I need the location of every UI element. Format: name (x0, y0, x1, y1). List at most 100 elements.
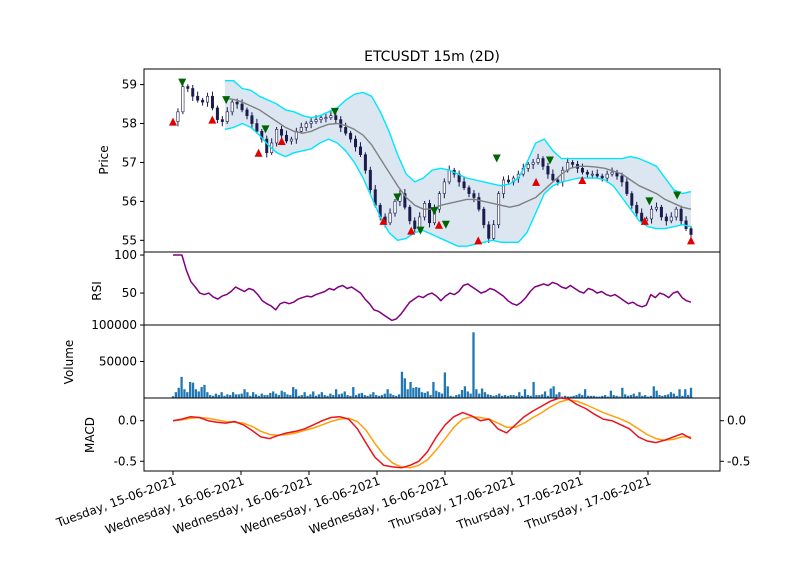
candle-body (255, 123, 259, 132)
volume-bar (406, 389, 409, 398)
candle-body (595, 173, 599, 177)
candle-body (334, 115, 338, 120)
macd-signal-line (172, 398, 691, 469)
volume-bar (317, 394, 321, 398)
buy-signal-marker (254, 148, 263, 157)
volume-bar (541, 394, 544, 398)
volume-bar (598, 396, 601, 398)
volume-bar (483, 392, 487, 398)
volume-bar (240, 393, 243, 398)
candle-body (319, 117, 323, 120)
volume-bar (569, 396, 572, 398)
volume-bar (260, 393, 263, 398)
volume-bar (601, 395, 604, 398)
candle-body (679, 208, 683, 222)
volume-bar (403, 378, 406, 398)
candle-body (571, 162, 575, 165)
volume-bar (678, 389, 681, 398)
volume-bar (263, 395, 266, 398)
candle-body (689, 228, 693, 235)
candle-body (354, 138, 358, 148)
volume-y-tick-label: 50000 (99, 355, 137, 369)
volume-bar (229, 395, 232, 398)
volume-bar (383, 393, 386, 398)
volume-bar (609, 390, 613, 398)
volume-bar (606, 396, 610, 398)
volume-bar (615, 395, 618, 398)
volume-bar (177, 387, 180, 398)
volume-bar (329, 393, 332, 398)
volume-bar (603, 395, 607, 398)
buy-signal-marker (277, 137, 286, 146)
candle-body (206, 95, 210, 103)
candle-body (437, 193, 441, 210)
volume-bar (183, 389, 186, 398)
volume-bar (286, 394, 289, 398)
candle-body (220, 119, 224, 122)
volume-bar (649, 395, 653, 398)
candle-body (309, 121, 313, 124)
volume-bar (629, 395, 633, 398)
volume-bar (555, 394, 558, 398)
volume-bar (581, 395, 584, 398)
volume-bar (626, 395, 630, 398)
candle-body (531, 162, 535, 165)
candle-body (477, 197, 481, 210)
sell-signal-marker (545, 156, 554, 165)
volume-bar (624, 394, 627, 398)
volume-bar (686, 395, 690, 398)
volume-bar (309, 394, 312, 398)
volume-bar (226, 394, 229, 398)
volume-bar (478, 393, 481, 398)
buy-signal-marker (169, 117, 177, 126)
volume-bar (246, 392, 249, 398)
rsi-line (173, 254, 692, 322)
volume-bar (543, 391, 547, 398)
candle-body (181, 86, 185, 113)
volume-bar (538, 395, 541, 398)
candle-body (275, 129, 279, 144)
candle-body (215, 107, 219, 120)
volume-bar (589, 395, 592, 398)
candle-body (225, 111, 229, 122)
volume-bar (469, 393, 472, 398)
volume-bar (652, 386, 655, 398)
volume-bar (526, 395, 530, 398)
macd-y-right-tick-label: 0.0 (727, 414, 746, 428)
volume-bar (500, 395, 504, 398)
buy-signal-marker (407, 226, 416, 235)
candle-body (260, 130, 264, 140)
volume-bar (334, 389, 338, 398)
price-y-tick-label: 59 (122, 78, 137, 92)
volume-bar (561, 396, 564, 398)
volume-bar (251, 392, 255, 398)
candle-body (324, 117, 328, 119)
volume-bar (292, 387, 295, 398)
volume-bar (475, 389, 478, 398)
volume-bar (283, 392, 286, 398)
candle-body (551, 173, 555, 181)
candle-body (674, 208, 678, 218)
candle-body (502, 179, 506, 194)
volume-bar (314, 395, 318, 398)
volume-bar (426, 391, 429, 398)
volume-bar (664, 395, 667, 398)
volume-bar (352, 387, 355, 398)
macd-axis-label: MACD (83, 417, 97, 453)
sell-signal-marker (492, 154, 501, 163)
candle-body (413, 220, 417, 229)
volume-bar (443, 372, 447, 398)
volume-panel: Volume 50000 100000 (62, 318, 721, 399)
buy-signal-marker (474, 236, 483, 245)
volume-bar (203, 384, 206, 398)
volume-bar (472, 332, 475, 398)
volume-bar (635, 395, 638, 398)
buy-signal-marker (379, 216, 388, 225)
volume-bar (200, 387, 203, 398)
candle-body (605, 173, 609, 179)
volume-bar (326, 395, 329, 398)
volume-bar (332, 395, 335, 398)
sell-signal-marker (261, 125, 270, 134)
volume-bar (312, 391, 315, 398)
